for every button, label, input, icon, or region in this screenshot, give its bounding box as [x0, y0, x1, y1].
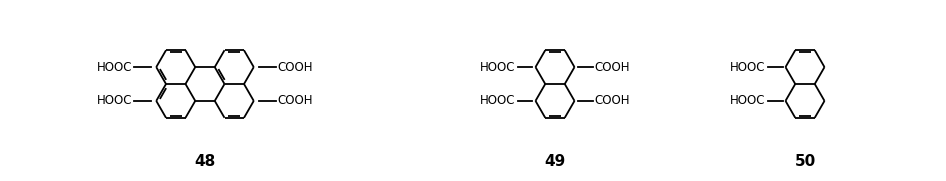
Text: 48: 48: [194, 154, 216, 169]
Text: COOH: COOH: [594, 61, 630, 74]
Text: HOOC: HOOC: [730, 61, 765, 74]
Text: COOH: COOH: [278, 94, 313, 107]
Text: COOH: COOH: [278, 61, 313, 74]
Text: HOOC: HOOC: [730, 94, 765, 107]
Text: HOOC: HOOC: [480, 94, 516, 107]
Text: HOOC: HOOC: [96, 94, 132, 107]
Text: HOOC: HOOC: [96, 61, 132, 74]
Text: 50: 50: [795, 154, 815, 169]
Text: HOOC: HOOC: [480, 61, 516, 74]
Text: COOH: COOH: [594, 94, 630, 107]
Text: 49: 49: [544, 154, 566, 169]
